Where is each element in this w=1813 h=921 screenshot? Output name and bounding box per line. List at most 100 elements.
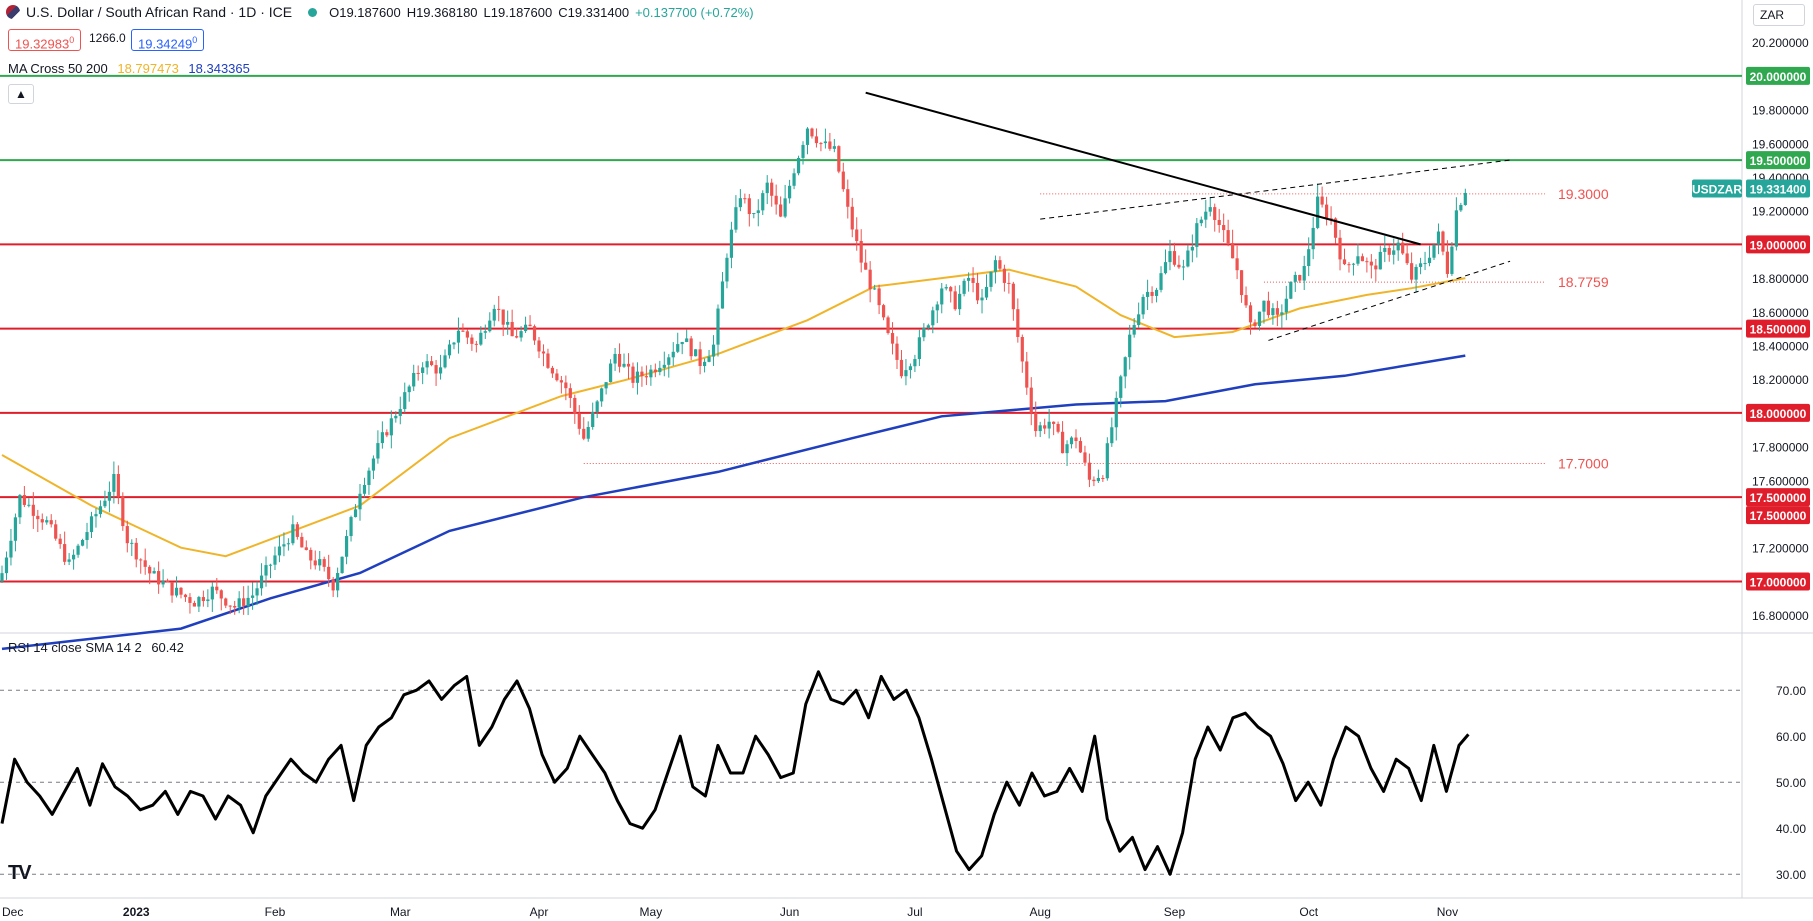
- candle-body: [613, 353, 617, 364]
- candle-body: [622, 363, 626, 367]
- candle-body: [595, 401, 599, 412]
- candle-body: [550, 367, 555, 374]
- candle-body: [1369, 261, 1373, 266]
- symbol-title[interactable]: U.S. Dollar / South African Rand · 1D · …: [26, 4, 293, 20]
- candle-body: [1307, 249, 1311, 267]
- currency-button[interactable]: ZAR: [1753, 4, 1805, 26]
- candle-body: [998, 260, 1002, 269]
- candle-body: [944, 287, 948, 289]
- candle-body: [1025, 361, 1029, 388]
- candle-body: [13, 517, 18, 541]
- price-tick-label: 18.600000: [1752, 306, 1809, 320]
- level-price-label: 19.000000: [1750, 238, 1807, 252]
- time-tick-label: Dec: [2, 905, 23, 919]
- candle-body: [1016, 309, 1020, 337]
- candle-body: [1065, 444, 1069, 454]
- candle-body: [881, 305, 886, 318]
- candle-body: [1154, 289, 1159, 296]
- candle-body: [233, 605, 237, 608]
- candle-body: [953, 291, 957, 310]
- candle-body: [694, 349, 698, 357]
- candle-body: [376, 443, 380, 459]
- candle-body: [353, 509, 358, 518]
- rsi-tick-label: 50.00: [1776, 776, 1806, 790]
- candle-body: [1002, 268, 1006, 283]
- candle-body: [810, 128, 814, 137]
- ohlc-close: C19.331400: [558, 4, 630, 20]
- candle-body: [380, 432, 384, 444]
- candle-body: [510, 321, 514, 337]
- candle-body: [805, 128, 810, 145]
- candle-body: [1208, 207, 1212, 212]
- candle-body: [926, 325, 930, 328]
- candle-body: [255, 588, 259, 596]
- price-tick-label: 17.600000: [1752, 474, 1809, 488]
- candle-body: [832, 146, 836, 149]
- candle-body: [1365, 261, 1369, 263]
- candle-body: [582, 428, 586, 439]
- candle-body: [1441, 231, 1445, 252]
- candle-body: [456, 330, 461, 343]
- candle-body: [134, 542, 138, 560]
- candle-body: [148, 566, 152, 574]
- candle-body: [412, 372, 416, 387]
- price-marker-label: 17.7000: [1558, 455, 1609, 471]
- candle-body: [277, 546, 282, 556]
- candle-body: [107, 491, 111, 501]
- candle-body: [519, 331, 523, 338]
- time-tick-label: Apr: [530, 905, 549, 919]
- candle-body: [1060, 431, 1065, 454]
- sell-price: 19.32983: [15, 36, 70, 52]
- candle-body: [975, 282, 980, 301]
- ma-cross-label: MA Cross 50 200: [8, 61, 108, 76]
- candle-body: [416, 372, 420, 374]
- candle-body: [711, 344, 716, 357]
- rsi-legend[interactable]: RSI 14 close SMA 14 2 60.42: [8, 640, 184, 655]
- sell-price-button[interactable]: 19.329830: [8, 29, 82, 52]
- candle-body: [573, 397, 577, 414]
- candle-body: [452, 342, 456, 345]
- rsi-label: RSI 14 close SMA 14 2: [8, 640, 142, 655]
- rsi-tick-label: 60.00: [1776, 730, 1806, 744]
- candle-body: [631, 366, 635, 383]
- ma200-line: [1, 354, 1466, 651]
- last-price-symbol-label: USDZAR: [1692, 183, 1742, 197]
- candle-body: [1293, 275, 1297, 282]
- candle-body: [586, 426, 590, 439]
- chart-header: U.S. Dollar / South African Rand · 1D · …: [6, 4, 754, 20]
- candle-body: [873, 288, 877, 290]
- collapse-legend-button[interactable]: ▲: [8, 84, 34, 104]
- candle-body: [1056, 423, 1060, 432]
- candle-body: [792, 173, 796, 186]
- candle-body: [1320, 196, 1324, 205]
- candle-body: [31, 504, 35, 516]
- candle-body: [4, 557, 9, 574]
- candle-body: [1427, 257, 1432, 264]
- price-marker-label: 19.3000: [1558, 186, 1609, 202]
- ma-cross-legend[interactable]: MA Cross 50 200 18.797473 18.343365: [8, 61, 250, 76]
- candle-body: [720, 281, 725, 309]
- extra-level-label: 17.500000: [1750, 509, 1807, 523]
- candle-body: [734, 207, 738, 230]
- candle-body: [425, 361, 429, 368]
- candle-body: [993, 260, 998, 272]
- candle-body: [783, 198, 787, 217]
- candle-body: [989, 271, 993, 287]
- candle-body: [541, 351, 546, 354]
- candle-body: [237, 598, 241, 608]
- buy-price-button[interactable]: 19.342490: [131, 29, 205, 51]
- price-marker-label: 18.7759: [1558, 274, 1609, 290]
- candle-body: [1275, 308, 1279, 315]
- candle-body: [45, 520, 49, 523]
- time-tick-label: May: [640, 905, 663, 919]
- candle-body: [890, 333, 895, 344]
- candle-body: [935, 304, 939, 311]
- time-tick-label: Oct: [1299, 905, 1318, 919]
- level-price-label: 19.500000: [1750, 154, 1807, 168]
- candle-body: [22, 495, 26, 505]
- candle-body: [564, 382, 568, 389]
- candle-body: [1316, 196, 1320, 228]
- candle-body: [438, 367, 443, 374]
- candle-body: [1338, 237, 1342, 260]
